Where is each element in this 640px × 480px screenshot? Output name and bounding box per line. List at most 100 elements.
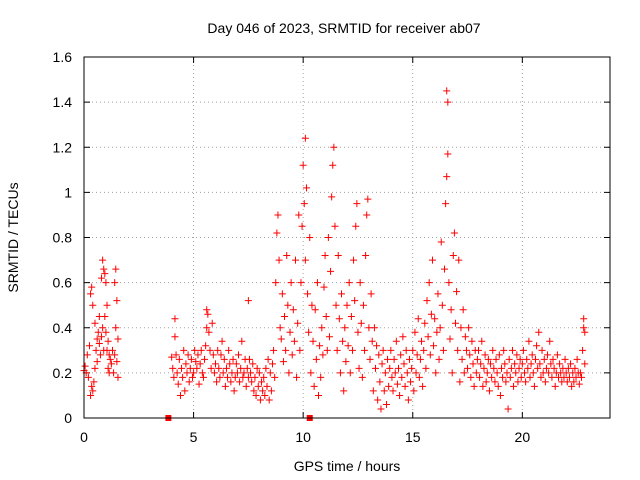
data-point bbox=[275, 256, 283, 264]
data-point bbox=[467, 373, 475, 381]
data-point bbox=[262, 364, 270, 372]
data-point bbox=[351, 297, 359, 305]
data-point bbox=[276, 324, 284, 332]
data-point bbox=[88, 283, 96, 291]
data-point bbox=[334, 252, 342, 260]
data-point bbox=[235, 351, 243, 359]
data-point bbox=[426, 351, 434, 359]
data-point bbox=[93, 358, 101, 366]
data-point bbox=[113, 358, 121, 366]
data-point bbox=[390, 355, 398, 363]
data-point bbox=[185, 378, 193, 386]
data-point bbox=[180, 346, 188, 354]
data-point bbox=[264, 355, 272, 363]
data-point bbox=[216, 373, 224, 381]
data-point bbox=[357, 319, 365, 327]
data-point bbox=[247, 369, 255, 377]
data-point bbox=[468, 337, 476, 345]
data-point bbox=[106, 355, 114, 363]
data-point bbox=[101, 312, 109, 320]
data-point bbox=[212, 360, 219, 368]
data-point bbox=[268, 360, 276, 368]
data-point bbox=[333, 346, 341, 354]
data-point bbox=[187, 355, 195, 363]
data-point bbox=[414, 315, 422, 323]
data-point bbox=[482, 378, 490, 386]
data-point bbox=[295, 211, 303, 219]
data-point bbox=[512, 369, 520, 377]
data-point bbox=[184, 351, 192, 359]
data-point bbox=[171, 315, 179, 323]
data-point bbox=[412, 369, 420, 377]
data-point bbox=[208, 319, 216, 327]
data-point bbox=[89, 301, 97, 309]
data-point bbox=[229, 355, 237, 363]
data-point bbox=[99, 256, 107, 264]
data-point bbox=[504, 405, 512, 413]
x-axis-label: GPS time / hours bbox=[294, 458, 401, 474]
data-point bbox=[329, 161, 337, 169]
data-point bbox=[195, 380, 203, 388]
data-point bbox=[358, 373, 366, 381]
data-point bbox=[169, 364, 177, 372]
data-point bbox=[332, 301, 340, 309]
data-point bbox=[250, 387, 258, 395]
data-point bbox=[242, 382, 250, 390]
data-point bbox=[282, 346, 290, 354]
data-point bbox=[464, 364, 472, 372]
data-point bbox=[352, 222, 360, 230]
data-point bbox=[491, 378, 499, 386]
data-point bbox=[356, 279, 364, 287]
data-point bbox=[285, 369, 293, 377]
data-point bbox=[221, 382, 229, 390]
data-point bbox=[385, 382, 393, 390]
data-point bbox=[432, 369, 440, 377]
data-point bbox=[536, 360, 544, 368]
data-point bbox=[548, 373, 556, 381]
data-point bbox=[220, 355, 228, 363]
data-point bbox=[378, 360, 386, 368]
data-point bbox=[92, 346, 100, 354]
data-point bbox=[480, 364, 488, 372]
data-point bbox=[215, 364, 223, 372]
data-point bbox=[104, 364, 112, 372]
data-point bbox=[459, 306, 467, 314]
data-point bbox=[395, 364, 403, 372]
data-point bbox=[516, 355, 524, 363]
data-point bbox=[407, 378, 415, 386]
data-point bbox=[476, 373, 484, 381]
data-point bbox=[89, 387, 97, 395]
data-point bbox=[496, 391, 504, 399]
data-point bbox=[461, 333, 469, 341]
data-point bbox=[173, 369, 181, 377]
data-point bbox=[345, 279, 353, 287]
data-point bbox=[478, 337, 486, 345]
data-point bbox=[113, 297, 121, 305]
data-point bbox=[188, 373, 196, 381]
data-point bbox=[248, 378, 256, 386]
data-point bbox=[335, 315, 343, 323]
data-point bbox=[104, 337, 112, 345]
data-point bbox=[323, 346, 331, 354]
data-point bbox=[342, 358, 350, 366]
data-point bbox=[101, 270, 109, 278]
data-point bbox=[369, 387, 377, 395]
data-point bbox=[226, 360, 234, 368]
data-point bbox=[272, 279, 280, 287]
data-point bbox=[405, 355, 413, 363]
data-point bbox=[108, 346, 116, 354]
data-point bbox=[494, 382, 502, 390]
data-point bbox=[428, 256, 436, 264]
data-point bbox=[393, 380, 401, 388]
data-point bbox=[430, 342, 438, 350]
data-point bbox=[294, 319, 302, 327]
data-point bbox=[484, 355, 492, 363]
data-point bbox=[529, 369, 537, 377]
data-point bbox=[439, 346, 447, 354]
data-point bbox=[209, 351, 217, 359]
data-point bbox=[312, 355, 320, 363]
data-point bbox=[567, 360, 575, 368]
data-point bbox=[172, 351, 180, 359]
data-point bbox=[481, 351, 489, 359]
